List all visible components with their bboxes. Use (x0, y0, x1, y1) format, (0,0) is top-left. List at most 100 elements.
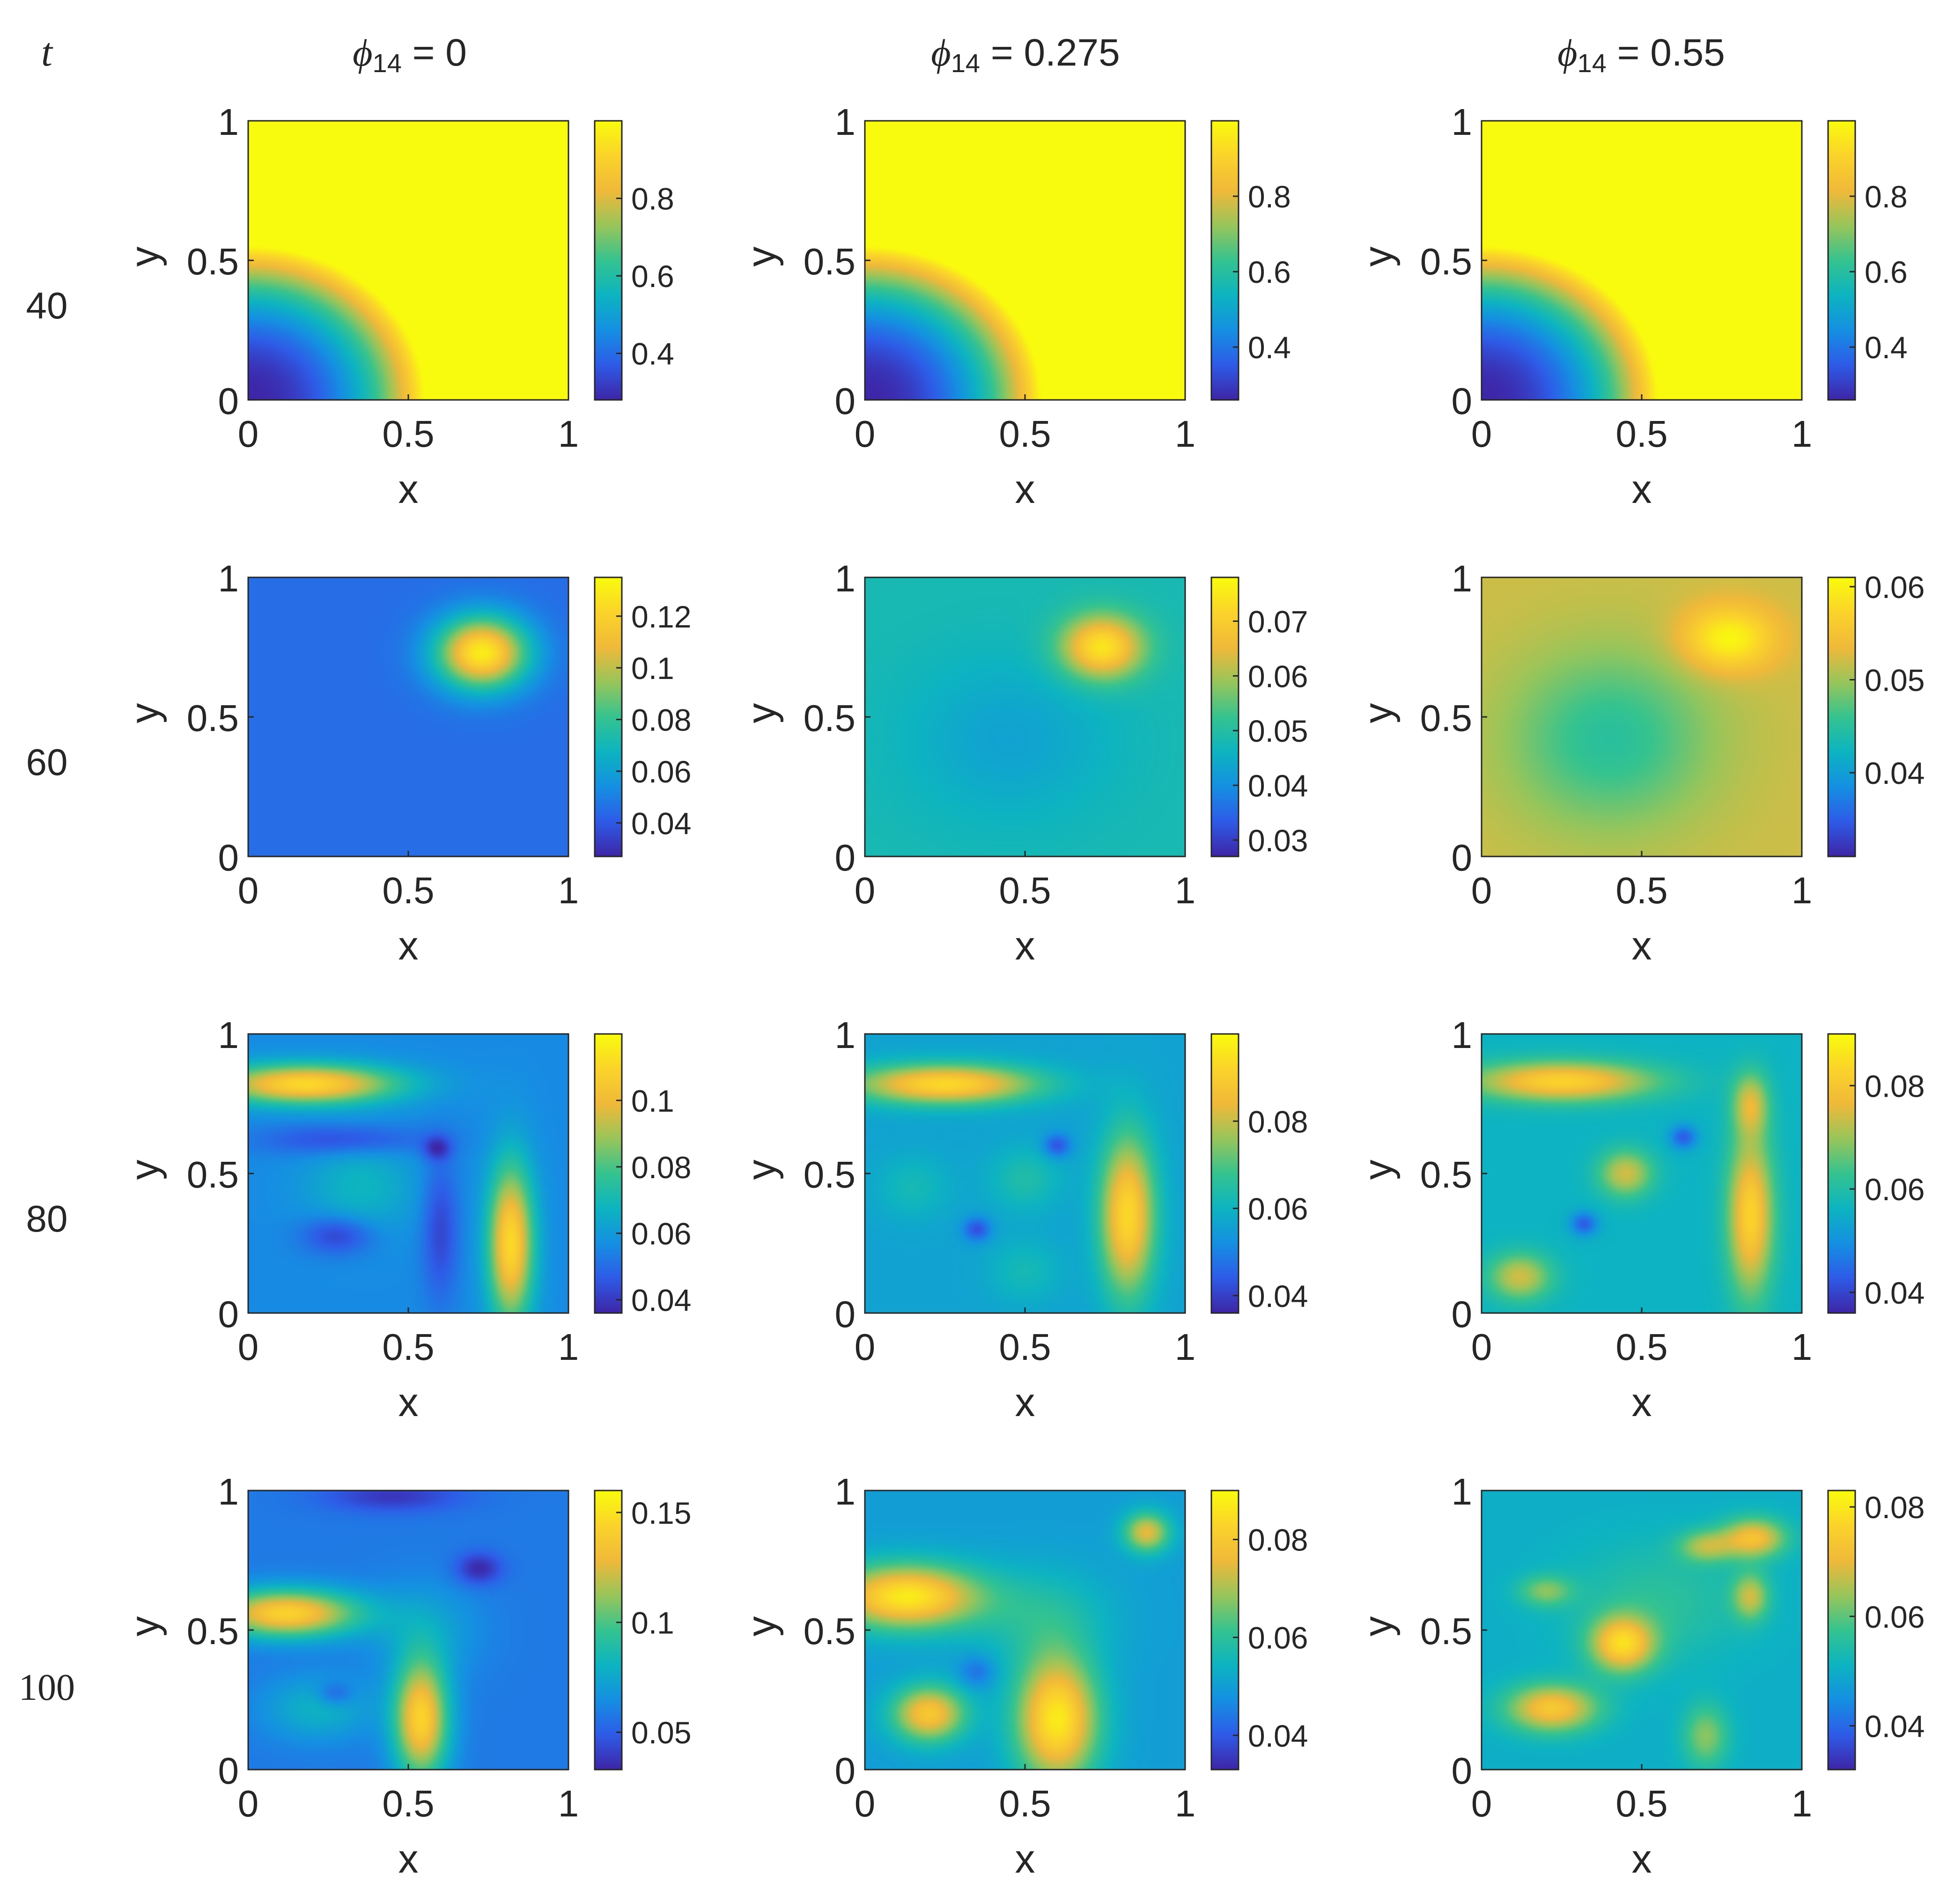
x-tick-label: 1 (558, 413, 579, 455)
x-tick-label: 0.5 (382, 1783, 434, 1824)
colorbar-tick-label: 0.15 (631, 1496, 691, 1530)
heatmap-surface (248, 1034, 568, 1313)
colorbar-tick-label: 0.04 (1865, 1709, 1925, 1744)
heatmap-surface (1482, 121, 1802, 400)
x-tick-label: 0.5 (1615, 870, 1667, 911)
colorbar-tick-label: 0.1 (631, 1606, 674, 1640)
x-axis-label: x (1632, 1380, 1652, 1425)
y-tick-label: 0.5 (804, 697, 856, 739)
colorbar (1828, 1034, 1855, 1313)
heatmap-surface (865, 1034, 1185, 1313)
heatmap-panel-t100-col2: 0 0.5 1 0 0.5 1 x y 0.04 0.06 0.08 (1356, 1471, 1925, 1882)
x-axis-label: x (1632, 923, 1652, 968)
colorbar-tick-label: 0.4 (1248, 330, 1291, 365)
x-tick-label: 1 (1175, 870, 1196, 911)
y-tick-label: 0 (835, 837, 856, 878)
y-tick-label: 0 (218, 837, 239, 878)
y-axis-label: y (739, 1160, 784, 1180)
x-tick-label: 0 (855, 870, 876, 911)
y-tick-label: 0.5 (1420, 1154, 1472, 1196)
colorbar-tick-label: 0.12 (631, 599, 691, 634)
x-tick-label: 1 (558, 1326, 579, 1368)
colorbar (1211, 1491, 1239, 1770)
colorbar-tick-label: 0.04 (631, 806, 691, 841)
y-tick-label: 0 (1452, 1750, 1473, 1792)
colorbar-frame (594, 576, 623, 857)
colorbar-tick-label: 0.06 (1248, 1621, 1308, 1655)
colorbar (595, 577, 622, 856)
x-tick-label: 0.5 (999, 1326, 1051, 1368)
x-tick-label: 0.5 (999, 870, 1051, 911)
y-axis-label: y (1356, 247, 1401, 267)
colorbar-tick-label: 0.4 (1865, 330, 1908, 365)
colorbar (595, 1491, 622, 1770)
y-tick-label: 0 (1452, 1293, 1473, 1335)
colorbar-frame (1827, 120, 1856, 401)
colorbar-tick-label: 0.06 (1865, 1600, 1925, 1634)
x-tick-label: 1 (1792, 1783, 1813, 1824)
colorbar-tick-label: 0.08 (1865, 1490, 1925, 1525)
colorbar-tick-label: 0.08 (631, 1150, 691, 1185)
x-axis-label: x (1015, 923, 1035, 968)
y-tick-label: 0 (835, 380, 856, 422)
colorbar-frame (1210, 1490, 1239, 1771)
colorbar (1211, 121, 1239, 400)
heatmap-panel-t100-col1: 0 0.5 1 0 0.5 1 x y 0.04 0.06 0.08 (739, 1471, 1308, 1882)
y-tick-label: 1 (218, 558, 239, 599)
y-tick-label: 0.5 (1420, 697, 1472, 739)
y-tick-label: 0 (835, 1750, 856, 1792)
colorbar-tick-label: 0.1 (631, 1084, 674, 1118)
y-tick-label: 0 (218, 1750, 239, 1792)
x-tick-label: 0.5 (1615, 1326, 1667, 1368)
y-tick-label: 1 (218, 1471, 239, 1513)
heatmap-panel-t60-col2: 0 0.5 1 0 0.5 1 x y 0.04 0.05 0.06 (1356, 558, 1925, 968)
heatmap-surface (1482, 1034, 1802, 1313)
x-axis-label: x (1015, 1380, 1035, 1425)
colorbar-tick-label: 0.05 (1865, 663, 1925, 698)
row-label-100: 100 (19, 1667, 75, 1708)
colorbar-tick-label: 0.08 (1248, 1523, 1308, 1557)
colorbar-frame (1210, 1033, 1239, 1314)
y-axis-label: y (122, 247, 167, 267)
colorbar-tick-label: 0.08 (1865, 1069, 1925, 1103)
row-label-60: 60 (26, 741, 68, 783)
x-axis-label: x (1632, 1837, 1652, 1882)
y-tick-label: 0 (1452, 837, 1473, 878)
x-tick-label: 0.5 (382, 1326, 434, 1368)
column-header-2: ϕ14 = 0.55 (1557, 31, 1725, 78)
x-tick-label: 0 (1471, 870, 1492, 911)
y-tick-label: 1 (1452, 101, 1473, 143)
heatmap-panel-t40-col2: 0 0.5 1 0 0.5 1 x y 0.4 0.6 0.8 (1356, 101, 1908, 512)
colorbar-frame (1210, 576, 1239, 857)
colorbar-tick-label: 0.4 (631, 337, 674, 371)
heatmap-panel-t80-col0: 0 0.5 1 0 0.5 1 x y 0.04 0.06 0.08 0.1 (122, 1014, 691, 1425)
y-axis-label: y (1356, 1616, 1401, 1637)
colorbar-frame (1210, 120, 1239, 401)
colorbar-tick-label: 0.06 (631, 754, 691, 789)
x-axis-label: x (1015, 1837, 1035, 1882)
colorbar-tick-label: 0.03 (1248, 823, 1308, 858)
colorbar-frame (594, 1033, 623, 1314)
colorbar-tick-label: 0.04 (1865, 756, 1925, 790)
y-tick-label: 1 (835, 558, 856, 599)
y-axis-label: y (739, 703, 784, 723)
colorbar-tick-label: 0.06 (1865, 1172, 1925, 1207)
x-tick-label: 0 (238, 1326, 259, 1368)
x-tick-label: 0 (1471, 413, 1492, 455)
colorbar (1828, 1491, 1855, 1770)
x-tick-label: 0.5 (999, 413, 1051, 455)
y-tick-label: 1 (218, 101, 239, 143)
x-tick-label: 0.5 (999, 1783, 1051, 1824)
colorbar (595, 121, 622, 400)
y-tick-label: 0.5 (187, 1610, 239, 1652)
heatmap-surface (248, 121, 568, 400)
heatmap-surface (865, 121, 1185, 400)
colorbar-tick-label: 0.05 (1248, 714, 1308, 748)
colorbar-tick-label: 0.06 (1248, 1192, 1308, 1226)
y-tick-label: 1 (1452, 1014, 1473, 1056)
time-header: t (41, 30, 53, 74)
y-tick-label: 1 (835, 1014, 856, 1056)
x-axis-label: x (1632, 467, 1652, 512)
colorbar-tick-label: 0.04 (1865, 1276, 1925, 1310)
